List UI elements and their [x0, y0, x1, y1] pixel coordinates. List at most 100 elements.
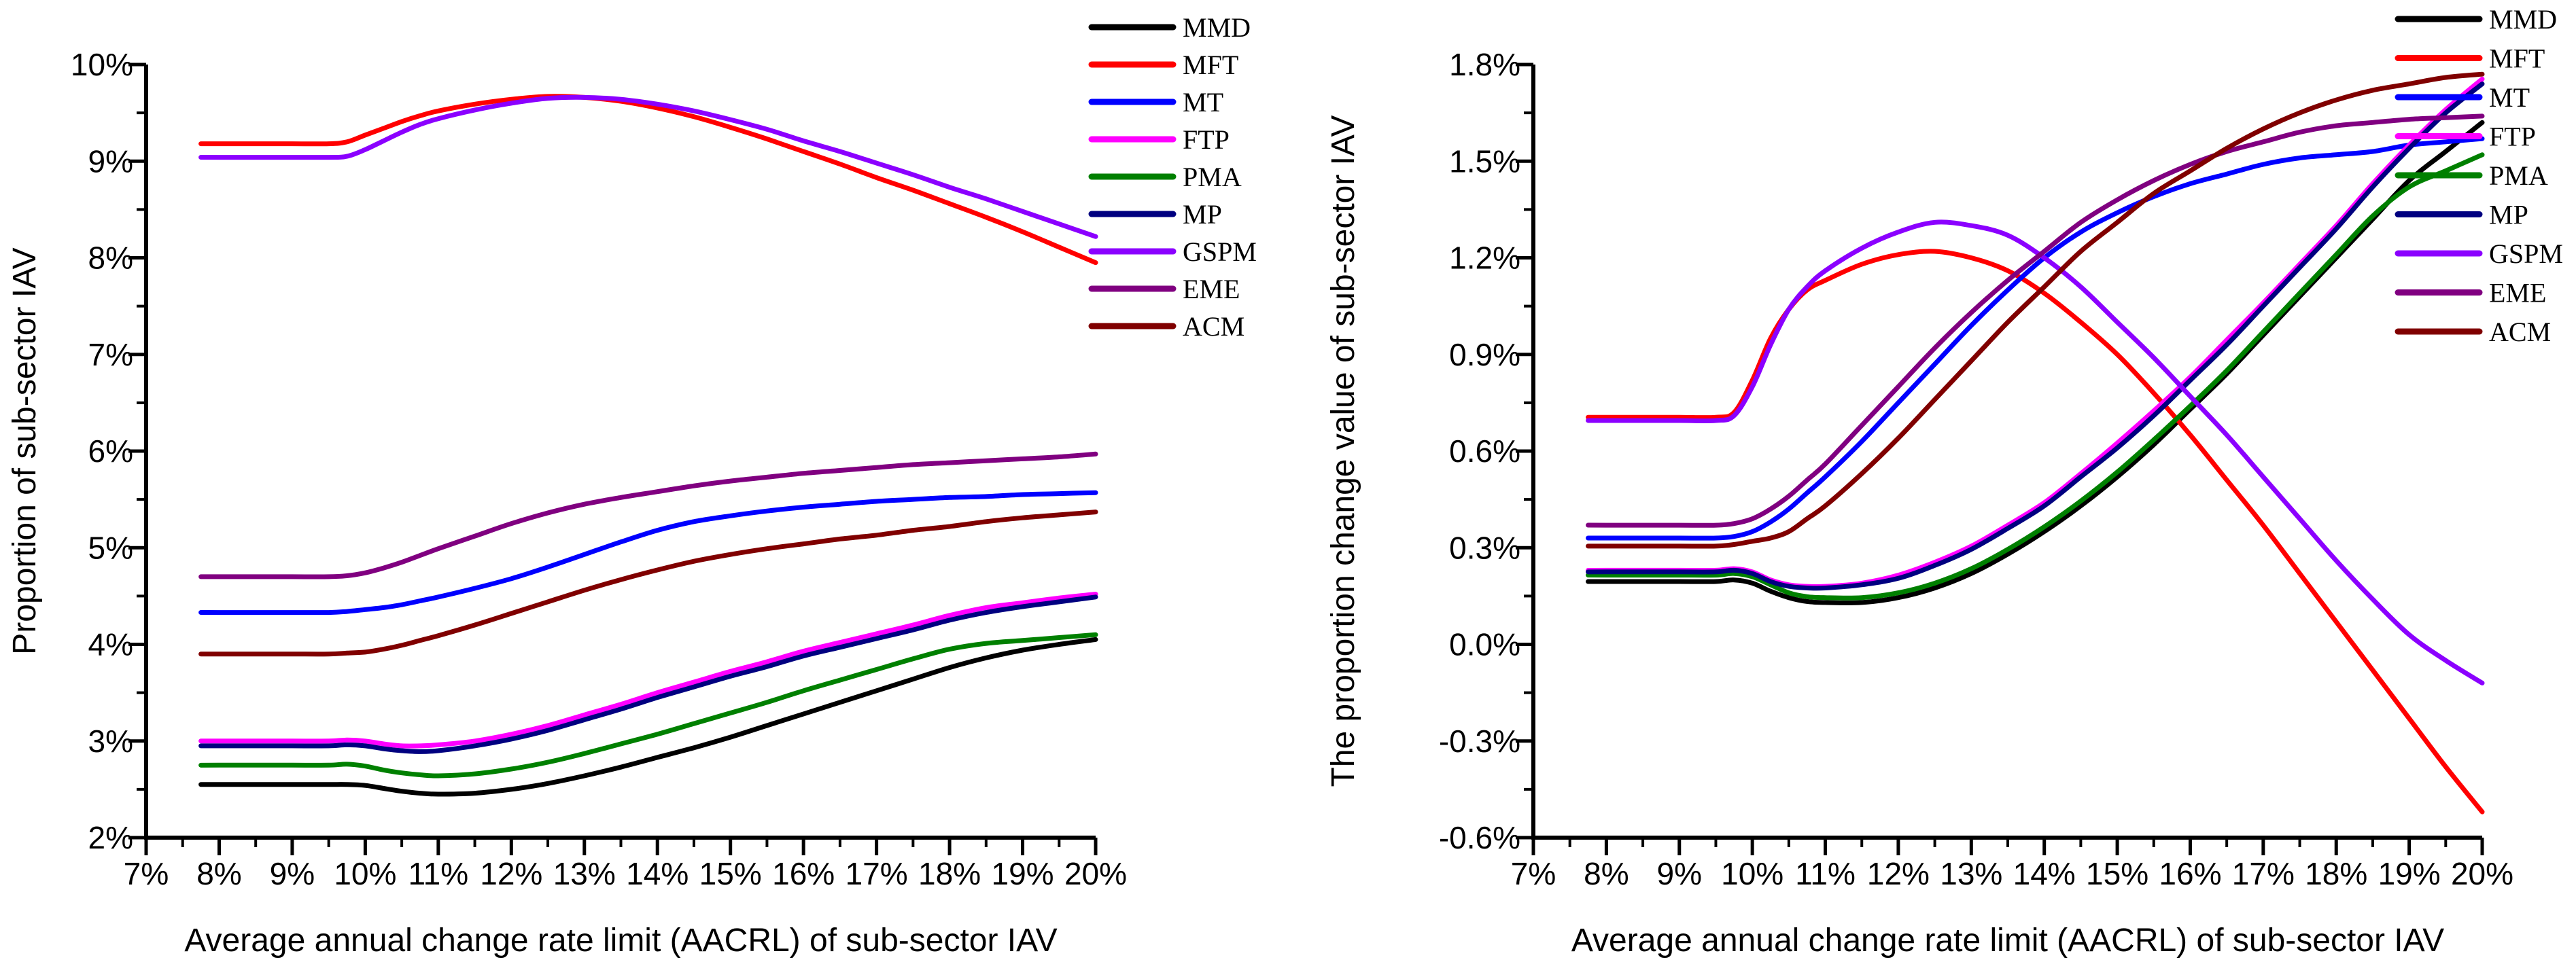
series-line-ftp	[198, 592, 1098, 749]
legend-label-pma: PMA	[1183, 162, 1242, 192]
y-tick-label: -0.3%	[1439, 724, 1520, 759]
series-line-acm	[198, 510, 1098, 657]
y-axis-title: The proportion change value of sub-secto…	[1325, 115, 1361, 787]
x-tick-label: 17%	[2232, 856, 2295, 891]
y-tick-label: -0.6%	[1439, 820, 1520, 855]
y-tick-label: 5%	[88, 530, 133, 565]
x-tick-label: 15%	[699, 856, 762, 891]
x-tick-label: 18%	[918, 856, 981, 891]
legend-item-gspm: GSPM	[1088, 236, 1257, 267]
series-line-mp	[1586, 82, 2485, 591]
x-tick-label: 19%	[2378, 856, 2441, 891]
legend-item-eme: EME	[2395, 278, 2546, 308]
x-tick-label: 7%	[124, 856, 169, 891]
x-tick-label: 14%	[626, 856, 689, 891]
legend-label-mt: MT	[2489, 82, 2530, 113]
series-line-gspm	[1586, 219, 2485, 685]
legend-label-eme: EME	[1183, 274, 1240, 304]
y-tick-label: 2%	[88, 820, 133, 855]
chart-left-proportion: 7% 8% 9% 10% 11% 12% 13% 14% 15% 16% 17% 18% 19% 20% 2…	[7, 12, 1257, 959]
x-tick-label: 14%	[2013, 856, 2076, 891]
legend-label-pma: PMA	[2489, 160, 2548, 191]
legend-label-eme: EME	[2489, 278, 2546, 308]
legend-item-pma: PMA	[2395, 160, 2548, 191]
x-tick-label: 16%	[772, 856, 835, 891]
x-tick-label: 20%	[2451, 856, 2513, 891]
y-tick-label: 1.8%	[1449, 47, 1520, 82]
y-tick-label: 6%	[88, 433, 133, 469]
x-tick-label: 17%	[846, 856, 908, 891]
y-tick-label: 4%	[88, 627, 133, 662]
y-tick-label: 8%	[88, 240, 133, 276]
y-tick-label: 0.6%	[1449, 433, 1520, 469]
legend-item-ftp: FTP	[2395, 122, 2536, 152]
legend-item-mft: MFT	[2395, 43, 2545, 74]
x-tick-label: 10%	[1721, 856, 1783, 891]
legend-label-mft: MFT	[1183, 50, 1238, 80]
y-tick-label: 1.2%	[1449, 240, 1520, 276]
x-tick-label: 16%	[2159, 856, 2221, 891]
x-tick-label: 8%	[196, 856, 241, 891]
y-tick-label: 10%	[71, 47, 133, 82]
x-tick-label: 9%	[1657, 856, 1702, 891]
x-tick-label: 7%	[1511, 856, 1556, 891]
x-tick-label: 11%	[1795, 856, 1856, 891]
y-tick-label: 0.0%	[1449, 627, 1520, 662]
x-tick-label: 8%	[1584, 856, 1629, 891]
series-line-mft	[198, 94, 1098, 266]
legend-item-acm: ACM	[1088, 311, 1245, 342]
series-line-eme	[198, 451, 1098, 579]
legend-label-mp: MP	[1183, 199, 1222, 230]
y-tick-label: 7%	[88, 337, 133, 372]
x-axis-title: Average annual change rate limit (AACRL)…	[184, 923, 1057, 959]
series-line-mmd	[198, 637, 1098, 797]
x-axis-title: Average annual change rate limit (AACRL)…	[1571, 923, 2444, 959]
series-line-pma	[198, 632, 1098, 779]
y-tick-label: 3%	[88, 724, 133, 759]
legend-item-mp: MP	[2395, 200, 2528, 230]
y-axis-title: Proportion of sub-sector IAV	[7, 247, 43, 654]
legend-item-ftp: FTP	[1088, 124, 1230, 155]
series-line-pma	[1586, 152, 2485, 601]
legend-label-ftp: FTP	[1183, 124, 1230, 155]
legend-label-mft: MFT	[2489, 43, 2545, 74]
x-tick-label: 19%	[991, 856, 1054, 891]
series-line-eme	[1586, 113, 2485, 528]
legend-label-mp: MP	[2489, 200, 2528, 230]
legend-label-mmd: MMD	[2489, 4, 2557, 35]
series-line-gspm	[198, 94, 1098, 239]
legend-item-gspm: GSPM	[2395, 238, 2563, 269]
x-tick-label: 11%	[408, 856, 469, 891]
chart-right-change-value: 7% 8% 9% 10% 11% 12% 13% 14% 15% 16% 17% 18% 19% 20% -…	[1325, 4, 2563, 959]
legend-item-mmd: MMD	[1088, 12, 1251, 43]
legend-item-eme: EME	[1088, 274, 1240, 304]
legend-label-ftp: FTP	[2489, 122, 2536, 152]
x-tick-label: 10%	[334, 856, 396, 891]
legend-label-gspm: GSPM	[1183, 236, 1257, 267]
series-line-mp	[198, 594, 1098, 754]
x-tick-label: 20%	[1064, 856, 1127, 891]
x-tick-label: 9%	[270, 856, 315, 891]
legend-item-pma: PMA	[1088, 162, 1242, 192]
series-line-mt	[1586, 136, 2485, 541]
legend-item-mmd: MMD	[2395, 4, 2557, 35]
legend-label-gspm: GSPM	[2489, 238, 2563, 269]
legend-item-mt: MT	[1088, 87, 1223, 118]
series-line-mt	[198, 490, 1098, 615]
legend-label-mmd: MMD	[1183, 12, 1251, 43]
x-tick-label: 13%	[553, 856, 616, 891]
x-tick-label: 13%	[1940, 856, 2002, 891]
x-tick-label: 12%	[480, 856, 542, 891]
legend-label-acm: ACM	[1183, 311, 1245, 342]
legend-item-mt: MT	[2395, 82, 2530, 113]
legend-item-mft: MFT	[1088, 50, 1238, 80]
series-line-acm	[1586, 71, 2485, 549]
legend-label-acm: ACM	[2489, 317, 2551, 347]
x-tick-label: 12%	[1867, 856, 1930, 891]
legend-label-mt: MT	[1183, 87, 1223, 118]
y-tick-label: 9%	[88, 143, 133, 179]
x-tick-label: 15%	[2086, 856, 2148, 891]
y-tick-label: 0.3%	[1449, 530, 1520, 565]
